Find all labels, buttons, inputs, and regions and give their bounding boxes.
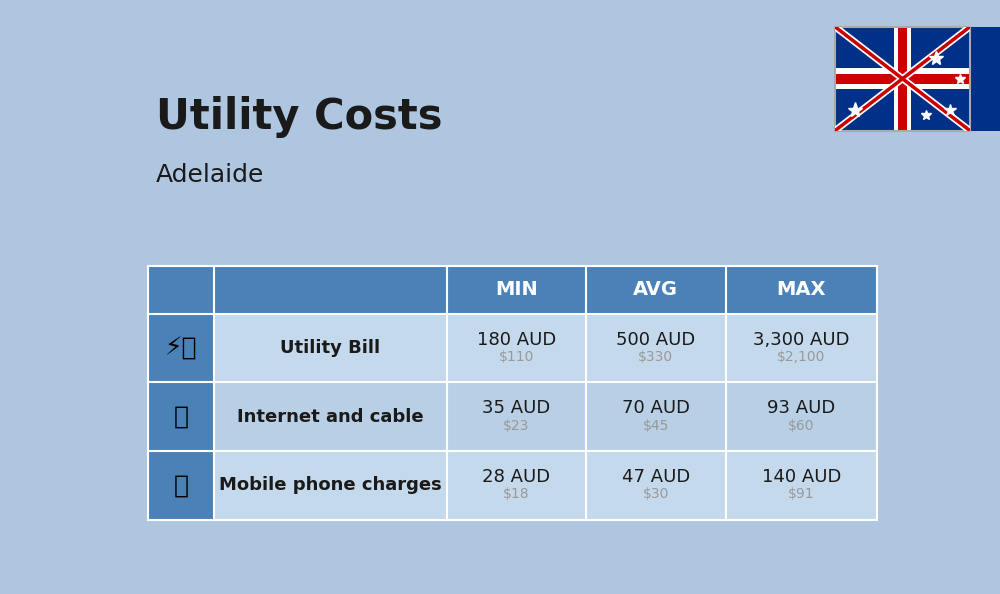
Bar	[835, 27, 970, 131]
Text: ⚡🔌: ⚡🔌	[165, 336, 197, 360]
Bar	[898, 27, 907, 131]
Text: MAX: MAX	[776, 280, 826, 299]
Text: 28 AUD: 28 AUD	[482, 468, 550, 486]
Text: $110: $110	[499, 350, 534, 364]
Bar	[894, 27, 911, 131]
Text: 180 AUD: 180 AUD	[477, 331, 556, 349]
Text: $2,100: $2,100	[777, 350, 825, 364]
Bar	[148, 314, 877, 383]
Bar	[148, 266, 877, 314]
Text: 93 AUD: 93 AUD	[767, 400, 835, 418]
Text: $45: $45	[643, 419, 669, 432]
Text: $91: $91	[788, 487, 814, 501]
Text: 47 AUD: 47 AUD	[622, 468, 690, 486]
Bar	[148, 314, 214, 383]
Text: Internet and cable: Internet and cable	[237, 407, 424, 426]
Text: 3,300 AUD: 3,300 AUD	[753, 331, 849, 349]
Bar	[148, 451, 214, 520]
Text: 70 AUD: 70 AUD	[622, 400, 690, 418]
Text: $18: $18	[503, 487, 530, 501]
Text: $330: $330	[638, 350, 673, 364]
Text: 📱: 📱	[174, 473, 189, 497]
Text: $23: $23	[503, 419, 530, 432]
Text: 35 AUD: 35 AUD	[482, 400, 550, 418]
Text: MIN: MIN	[495, 280, 538, 299]
Text: Mobile phone charges: Mobile phone charges	[219, 476, 442, 494]
Text: Utility Bill: Utility Bill	[280, 339, 380, 357]
Text: 📡: 📡	[174, 405, 189, 429]
Bar	[835, 68, 970, 89]
Bar	[148, 451, 877, 520]
Bar	[148, 383, 214, 451]
Text: 500 AUD: 500 AUD	[616, 331, 696, 349]
Bar	[835, 74, 970, 84]
Text: $30: $30	[643, 487, 669, 501]
Text: $60: $60	[788, 419, 814, 432]
Text: Utility Costs: Utility Costs	[156, 96, 442, 138]
Bar	[148, 383, 877, 451]
Bar	[148, 266, 877, 520]
Text: Adelaide: Adelaide	[156, 163, 264, 187]
Text: AVG: AVG	[633, 280, 678, 299]
Text: 140 AUD: 140 AUD	[762, 468, 841, 486]
